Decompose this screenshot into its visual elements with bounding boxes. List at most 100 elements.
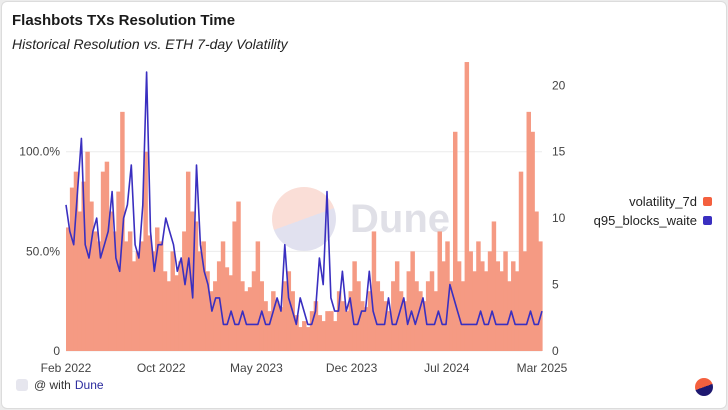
legend-label-q95: q95_blocks_waite bbox=[593, 213, 697, 228]
volatility-bar bbox=[298, 327, 303, 351]
volatility-bar bbox=[375, 281, 381, 351]
legend-item-volatility[interactable]: volatility_7d bbox=[594, 192, 712, 211]
volatility-bar bbox=[182, 231, 187, 351]
volatility-bar bbox=[371, 231, 377, 351]
volatility-bar bbox=[302, 321, 307, 351]
y-left-tick-label: 50.0% bbox=[26, 244, 60, 258]
volatility-bar bbox=[503, 251, 508, 351]
volatility-bar bbox=[429, 271, 435, 351]
volatility-bar bbox=[418, 291, 423, 351]
volatility-bar bbox=[240, 281, 245, 351]
volatility-bar bbox=[143, 151, 148, 351]
volatility-bar bbox=[387, 311, 392, 351]
volatility-bar bbox=[116, 191, 121, 351]
volatility-bar bbox=[290, 291, 295, 351]
volatility-bar bbox=[363, 307, 369, 351]
volatility-bar bbox=[155, 227, 160, 351]
volatility-bar bbox=[391, 281, 396, 351]
volatility-bar bbox=[278, 307, 284, 351]
volatility-bar bbox=[468, 251, 473, 351]
volatility-bar bbox=[96, 241, 102, 351]
volatility-bar bbox=[69, 187, 75, 351]
volatility-bar bbox=[131, 261, 137, 351]
legend: volatility_7d q95_blocks_waite bbox=[594, 192, 712, 230]
volatility-bar bbox=[209, 291, 214, 351]
volatility-bar bbox=[162, 271, 168, 351]
volatility-bar bbox=[100, 171, 106, 351]
volatility-bar bbox=[491, 221, 497, 351]
volatility-bar bbox=[425, 281, 431, 351]
volatility-bar bbox=[534, 211, 539, 351]
volatility-bar bbox=[247, 287, 253, 351]
volatility-bar bbox=[224, 267, 230, 351]
y-right-tick-label: 10 bbox=[552, 211, 566, 225]
x-tick-label: Dec 2023 bbox=[326, 361, 378, 375]
volatility-bar bbox=[383, 301, 388, 351]
volatility-bar bbox=[514, 271, 520, 351]
dune-watermark-text: Dune bbox=[350, 196, 450, 241]
volatility-bar bbox=[352, 261, 357, 351]
volatility-bar bbox=[89, 201, 94, 351]
volatility-bar bbox=[356, 281, 361, 351]
legend-label-volatility: volatility_7d bbox=[629, 194, 697, 209]
volatility-bar bbox=[124, 241, 129, 351]
volatility-bar bbox=[522, 251, 528, 351]
volatility-bar bbox=[445, 241, 450, 351]
volatility-bar bbox=[309, 311, 315, 351]
q95-series-line bbox=[65, 71, 543, 326]
volatility-bar bbox=[317, 315, 323, 351]
footer-brand-link[interactable]: Dune bbox=[74, 378, 104, 392]
volatility-bar bbox=[344, 311, 350, 351]
volatility-bar bbox=[336, 291, 342, 351]
volatility-bar bbox=[398, 291, 404, 351]
y-right-tick-label: 15 bbox=[552, 145, 566, 159]
volatility-bar bbox=[294, 315, 299, 351]
volatility-bar bbox=[274, 301, 280, 351]
volatility-bar bbox=[456, 261, 462, 351]
volatility-bar bbox=[329, 311, 334, 351]
volatility-bar bbox=[441, 261, 446, 351]
volatility-bar bbox=[452, 131, 458, 351]
volatility-bar bbox=[193, 221, 199, 351]
volatility-bar bbox=[495, 261, 501, 351]
volatility-bar bbox=[201, 241, 206, 351]
y-left-tick-label: 0 bbox=[53, 344, 60, 358]
volatility-bar bbox=[205, 271, 210, 351]
volatility-bar bbox=[530, 131, 535, 351]
chart-subtitle: Historical Resolution vs. ETH 7-day Vola… bbox=[12, 36, 288, 52]
volatility-bar bbox=[166, 281, 172, 351]
volatility-bar bbox=[216, 261, 222, 351]
volatility-bar bbox=[348, 291, 353, 351]
x-tick-label: Oct 2022 bbox=[137, 361, 186, 375]
volatility-bar bbox=[66, 227, 71, 351]
volatility-bar bbox=[147, 235, 152, 351]
legend-swatch-q95 bbox=[703, 216, 712, 225]
volatility-bar bbox=[402, 301, 408, 351]
x-tick-label: May 2023 bbox=[230, 361, 283, 375]
legend-item-q95[interactable]: q95_blocks_waite bbox=[594, 211, 712, 230]
volatility-bar bbox=[263, 301, 268, 351]
volatility-bar bbox=[158, 241, 164, 351]
volatility-bar bbox=[251, 271, 257, 351]
volatility-bar bbox=[108, 211, 114, 351]
volatility-bar bbox=[460, 281, 466, 351]
volatility-bar bbox=[449, 281, 454, 351]
volatility-bar bbox=[360, 301, 365, 351]
volatility-bar bbox=[526, 111, 531, 351]
volatility-bar bbox=[77, 211, 83, 351]
volatility-bar bbox=[178, 261, 183, 351]
volatility-bar bbox=[476, 241, 481, 351]
volatility-bar bbox=[414, 281, 419, 351]
volatility-bar bbox=[127, 231, 133, 351]
volatility-bar bbox=[511, 261, 516, 351]
volatility-bar bbox=[422, 301, 427, 351]
y-right-tick-label: 5 bbox=[552, 278, 559, 292]
volatility-bar bbox=[112, 231, 117, 351]
volatility-bar bbox=[135, 251, 141, 351]
y-left-tick-label: 100.0% bbox=[19, 145, 60, 159]
volatility-bar bbox=[236, 201, 241, 351]
dune-logo-icon[interactable] bbox=[695, 378, 713, 396]
volatility-bar bbox=[93, 231, 98, 351]
volatility-bar bbox=[139, 241, 144, 351]
